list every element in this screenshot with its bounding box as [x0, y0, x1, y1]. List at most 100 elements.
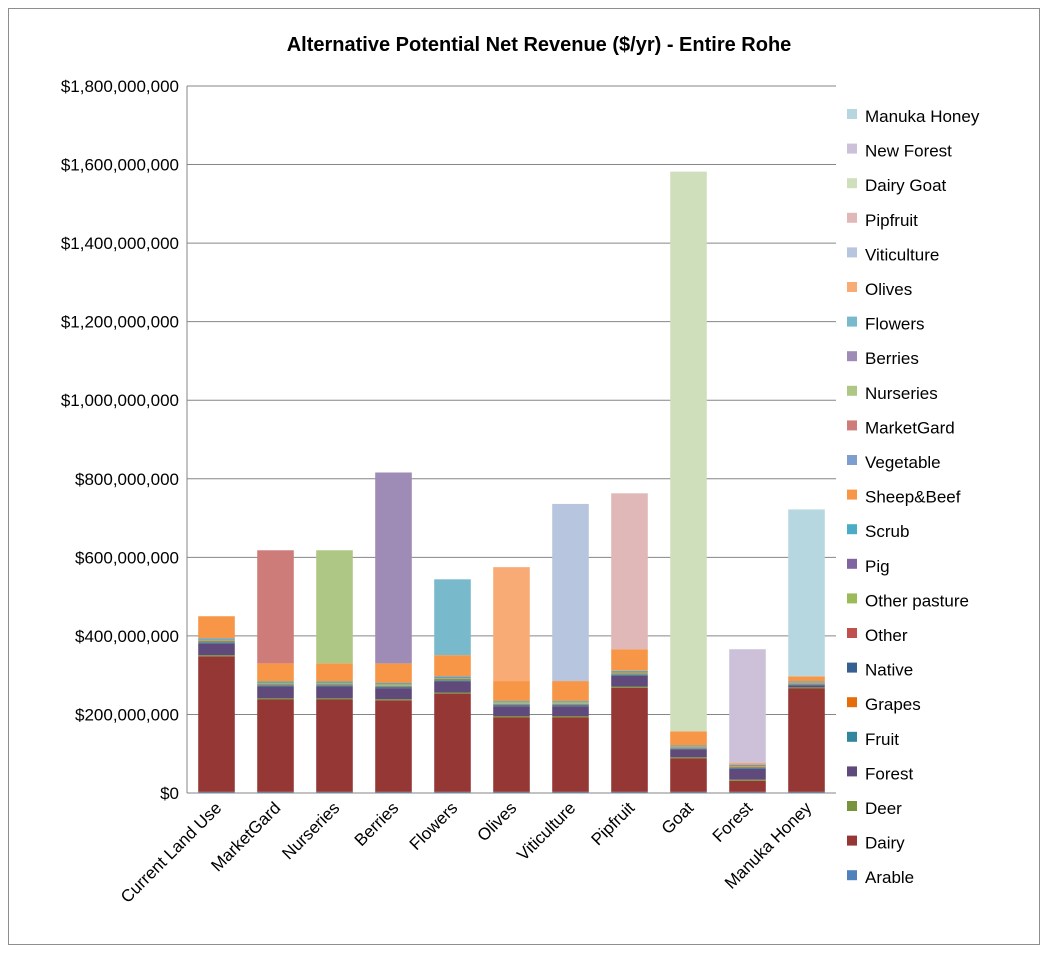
- bar-segment: [493, 705, 530, 707]
- bar-segment: [257, 686, 294, 699]
- legend-swatch: [847, 247, 857, 258]
- y-tick-label: $1,800,000,000: [61, 77, 179, 96]
- bar-segment: [729, 780, 766, 792]
- bar-segment: [375, 683, 412, 685]
- bar-segment: [552, 791, 589, 793]
- bar-segment: [670, 791, 707, 793]
- legend-swatch: [847, 801, 857, 811]
- bar-segment: [493, 791, 530, 793]
- bar-segment: [611, 649, 648, 671]
- bar-segment: [316, 699, 353, 792]
- legend-swatch: [847, 870, 857, 881]
- x-tick-label: Goat: [658, 798, 698, 838]
- bar-segment: [198, 639, 235, 641]
- legend-label: Pipfruit: [865, 211, 918, 230]
- y-tick-label: $1,000,000,000: [61, 391, 179, 410]
- bar-segment: [493, 702, 530, 704]
- bar-segment: [611, 670, 648, 673]
- bar-segment: [611, 687, 648, 792]
- bar-segment: [198, 638, 235, 640]
- bar-segment: [434, 579, 471, 656]
- legend-label: Deer: [865, 799, 902, 818]
- bar-segment: [434, 791, 471, 793]
- bar-segment: [788, 688, 825, 792]
- bar-segment: [788, 685, 825, 688]
- legend-swatch: [847, 558, 857, 569]
- bar-segment: [198, 655, 235, 657]
- bar-segment: [729, 768, 766, 780]
- legend-swatch: [847, 178, 857, 189]
- bar-segment: [316, 550, 353, 664]
- legend-label: Other pasture: [865, 591, 969, 610]
- legend-swatch: [847, 385, 857, 396]
- bar-segment: [316, 791, 353, 793]
- y-tick-label: $0: [160, 784, 179, 803]
- bar-segment: [434, 692, 471, 694]
- legend-label: Other: [865, 626, 908, 645]
- bar-segment: [788, 791, 825, 793]
- bar-segment: [729, 764, 766, 766]
- legend-swatch: [847, 316, 857, 327]
- y-tick-label: $1,400,000,000: [61, 234, 179, 253]
- legend-swatch: [847, 351, 857, 362]
- y-tick-label: $600,000,000: [75, 548, 179, 567]
- legend: Manuka Honey New Forest Dairy Goat Pipfruit…: [847, 107, 980, 887]
- bar-segment: [552, 702, 589, 704]
- bar-segment: [611, 791, 648, 793]
- legend-swatch: [847, 662, 857, 673]
- bar-segment: [611, 686, 648, 688]
- y-axis-tick-labels: $0 $200,000,000 $400,000,000 $600,000,000 $8…: [61, 77, 179, 803]
- bar-segment: [611, 675, 648, 687]
- bar-segment: [257, 698, 294, 700]
- bar-segment: [375, 688, 412, 700]
- bar-segment: [788, 682, 825, 684]
- legend-label: Viticulture: [865, 245, 939, 264]
- legend-label: MarketGard: [865, 418, 955, 437]
- bar-segment: [198, 656, 235, 792]
- stacked-bar-chart: Alternative Potential Net Revenue ($/yr)…: [61, 34, 980, 907]
- legend-swatch: [847, 628, 857, 638]
- bar-segment: [670, 748, 707, 750]
- bar-segment: [257, 681, 294, 683]
- bar-segment: [611, 674, 648, 676]
- bar-segment: [257, 685, 294, 687]
- bar-segment: [375, 699, 412, 701]
- x-tick-label: Viticulture: [513, 798, 579, 864]
- legend-label: Dairy: [865, 834, 905, 853]
- bar-segment: [375, 472, 412, 664]
- legend-label: Forest: [865, 764, 913, 783]
- bar-segment: [552, 706, 589, 717]
- bar-segment: [198, 616, 235, 639]
- bar-segment: [788, 684, 825, 686]
- bar-segment: [729, 649, 766, 764]
- legend-swatch: [847, 731, 857, 742]
- bar-segment: [729, 763, 766, 765]
- bar-segment: [198, 642, 235, 644]
- bar-segment: [670, 731, 707, 746]
- legend-label: Grapes: [865, 695, 921, 714]
- bar-segment: [670, 758, 707, 792]
- bar-segment: [788, 676, 825, 682]
- x-tick-label: Berries: [351, 798, 403, 850]
- bar-segment: [375, 684, 412, 686]
- chart-frame: Alternative Potential Net Revenue ($/yr)…: [8, 8, 1040, 945]
- legend-label: Vegetable: [865, 453, 941, 472]
- x-tick-label: Flowers: [406, 798, 462, 854]
- bar-segment: [611, 493, 648, 650]
- bar-segment: [729, 765, 766, 767]
- bar-segment: [316, 683, 353, 685]
- legend-label: Sheep&Beef: [865, 488, 961, 507]
- x-tick-label: Pipfruit: [587, 798, 638, 849]
- bar-segment: [670, 749, 707, 758]
- axes: [186, 86, 836, 794]
- bar-segment: [257, 663, 294, 682]
- y-tick-label: $400,000,000: [75, 627, 179, 646]
- bar-segment: [729, 779, 766, 781]
- bar-segment: [316, 681, 353, 683]
- legend-swatch: [847, 282, 857, 292]
- bar-segment: [198, 643, 235, 656]
- legend-label: Fruit: [865, 730, 899, 749]
- y-tick-label: $800,000,000: [75, 470, 179, 489]
- x-tick-label: Olives: [473, 798, 520, 845]
